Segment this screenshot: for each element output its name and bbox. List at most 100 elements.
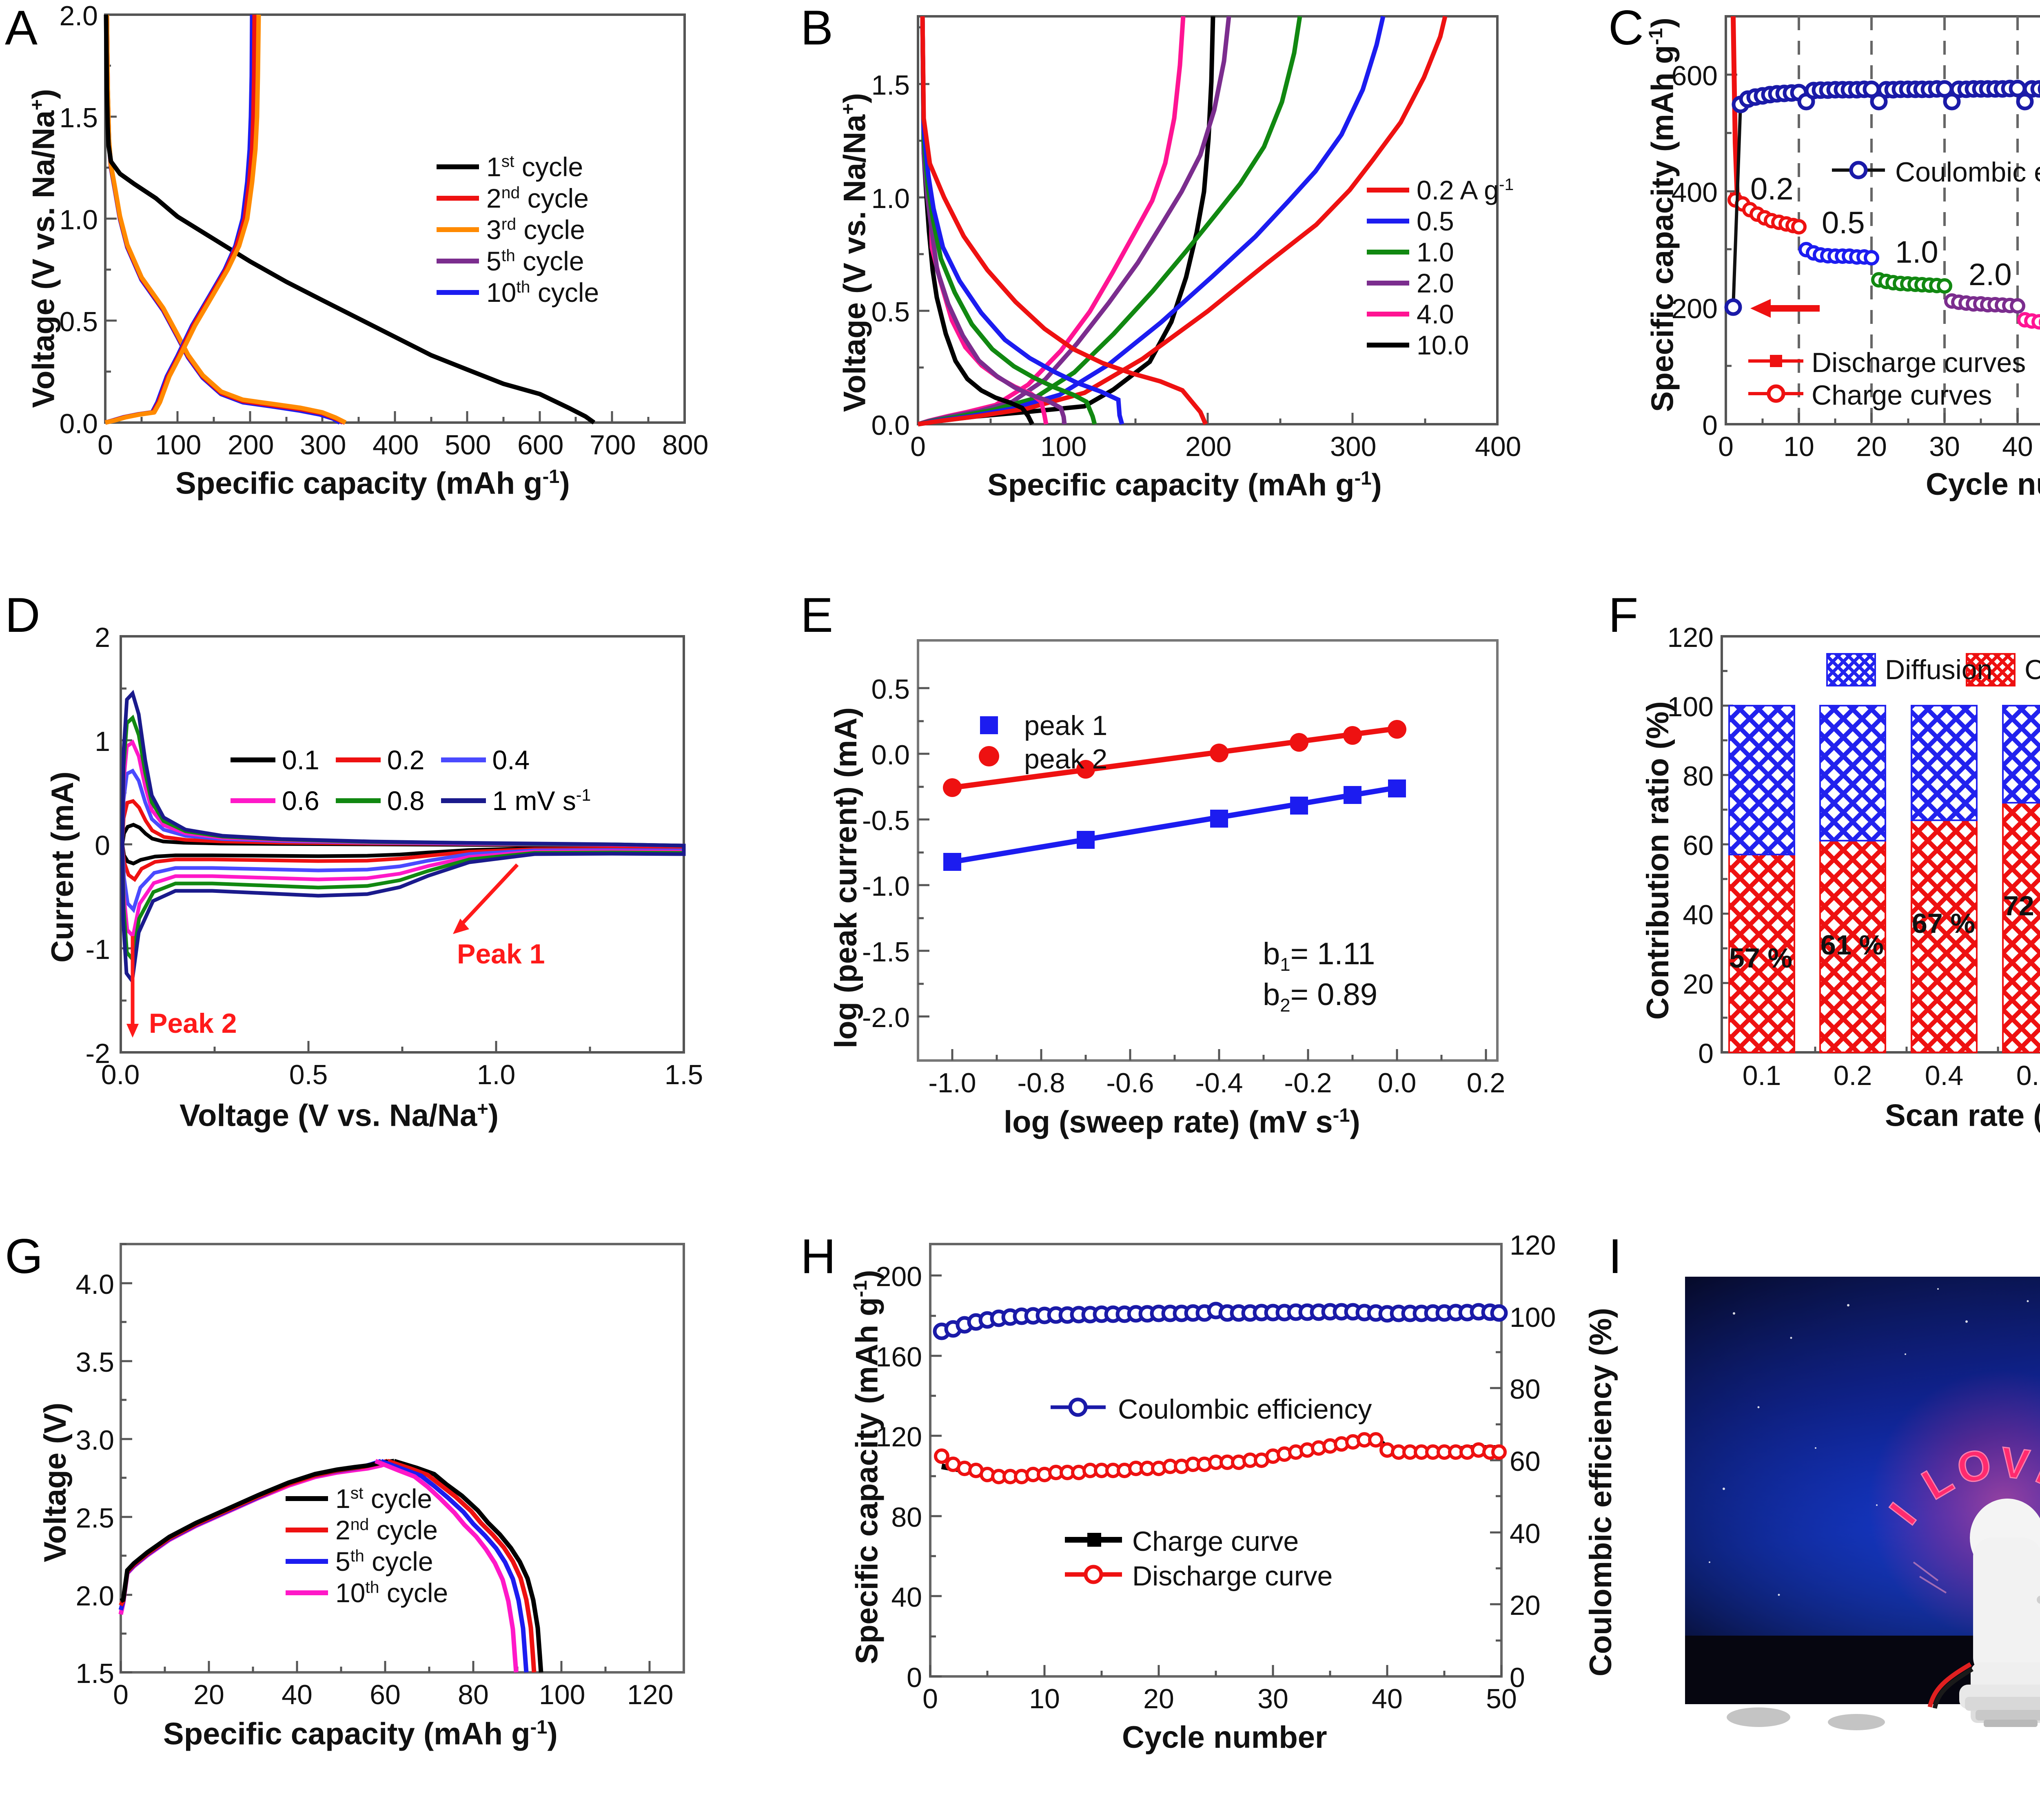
panel-g-xtick-2: 40 [282, 1679, 313, 1710]
panel-f-ytick-0: 0 [1698, 1038, 1714, 1069]
panel-a-xaxis-main: Specific capacity (mAh g [175, 466, 543, 501]
panel-e-xtick-0: -1.0 [928, 1067, 976, 1098]
legend-label-10th: 10th cycle [486, 277, 599, 308]
panel-e-ytick-1: -1.5 [862, 937, 910, 968]
panel-d-ytick-2: 0 [95, 830, 110, 861]
legend-label-5th: 5th cycle [486, 246, 584, 276]
panel-b-yaxis-end: ) [837, 93, 872, 104]
panel-d-ytick-1: -1 [85, 934, 110, 965]
legend-swatch-5th [437, 258, 479, 263]
panel-g-xaxis-main: Specific capacity (mAh g [163, 1716, 530, 1751]
panel-e: E [796, 587, 1595, 1183]
panel-e-yaxis-title: log (peak current) (mA) [829, 707, 863, 1048]
panel-c-xtick-1: 10 [1783, 431, 1814, 462]
panel-h-yaxis-left-main: Specific capacity (mAh g [849, 1297, 885, 1664]
panel-b-xtick-0: 0 [910, 431, 926, 462]
panel-b-xtick-3: 300 [1330, 431, 1377, 462]
panel-e-xtick-2: -0.6 [1106, 1067, 1154, 1098]
panel-h-ytick-left-3: 120 [876, 1421, 922, 1452]
panel-d-yaxis-title: Current (mA) [45, 771, 80, 963]
panel-f-legend-label-diffusion: Diffusion [1885, 654, 1993, 685]
panel-g-xtick-1: 20 [193, 1679, 224, 1710]
legend-label-d-1: 0.2 [387, 745, 425, 775]
legend-swatch-1st [437, 164, 479, 169]
panel-f-ytick-2: 40 [1683, 899, 1714, 930]
legend-item-3rd-cycle: 3rd cycle [437, 216, 599, 243]
panel-h-ytick-right-2: 40 [1510, 1518, 1541, 1549]
panel-a-label: A [5, 0, 38, 55]
panel-a-xtick-3: 300 [300, 430, 346, 461]
panel-c-xtick-3: 30 [1929, 431, 1960, 462]
panel-a-ytick-2: 1.0 [59, 204, 98, 235]
panel-c-xtick-0: 0 [1718, 431, 1734, 462]
panel-f-ytick-1: 20 [1683, 969, 1714, 1000]
panel-f-legend-label-capacitive: Capacitive [2024, 654, 2040, 685]
panel-i-photo-svg: I LOVE FDU [1685, 1277, 2040, 1734]
legend-label-rate-4: 4.0 [1417, 299, 1454, 329]
panel-e-ytick-3: -0.5 [862, 805, 910, 836]
panel-d-peak2-label: Peak 2 [149, 1008, 237, 1039]
panel-a-plot [104, 13, 686, 425]
panel-h-ytick-right-4: 80 [1510, 1374, 1541, 1405]
panel-h-legend-ce: Coulombic efficiency [1118, 1394, 1372, 1425]
panel-b-xtick-4: 400 [1475, 431, 1521, 462]
panel-e-xtick-1: -0.8 [1017, 1067, 1065, 1098]
panel-a-xaxis-sup: -1 [542, 465, 560, 487]
panel-f-yaxis-title: Contribution ratio (%) [1641, 701, 1675, 1020]
panel-b-ytick-0: 0.0 [871, 410, 910, 441]
panel-a-ytick-3: 1.5 [59, 102, 98, 133]
panel-h-legend-discharge: Discharge curve [1132, 1561, 1333, 1592]
legend-label-d-4: 0.8 [387, 786, 425, 816]
panel-g-xaxis-title: Specific capacity (mAh g-1) [163, 1716, 558, 1751]
panel-d-peak1-label: Peak 1 [457, 939, 545, 970]
panel-e-xaxis-end: ) [1350, 1105, 1360, 1140]
panel-e-xtick-4: -0.2 [1284, 1067, 1332, 1098]
panel-g-xtick-0: 0 [113, 1679, 129, 1710]
panel-h-yaxis-left-end: ) [849, 1270, 885, 1280]
legend-item-rate-3: 2.0 [1367, 270, 1514, 297]
legend-label-d-3: 0.6 [282, 786, 319, 816]
panel-i: I [1599, 1195, 2040, 1820]
panel-h-xtick-0: 0 [922, 1683, 938, 1714]
panel-d-plot [120, 635, 686, 1054]
legend-label-rate-0: 0.2 A g-1 [1417, 175, 1514, 205]
panel-g-yaxis-title: Voltage (V) [38, 1402, 73, 1562]
panel-a-xtick-7: 700 [590, 430, 636, 461]
panel-a-xtick-6: 600 [517, 430, 564, 461]
panel-h-ytick-left-4: 160 [876, 1342, 922, 1373]
legend-label-2nd: 2nd cycle [486, 183, 589, 213]
panel-c-ytick-left-3: 600 [1671, 60, 1718, 91]
panel-b-label: B [800, 0, 834, 55]
panel-d-legend: 0.1 0.2 0.4 0.6 0.8 1 mV s-1 [231, 744, 591, 816]
panel-c-yaxis-left-end: ) [1645, 18, 1680, 28]
panel-c-yaxis-left-sup: -1 [1645, 28, 1666, 45]
panel-f-bar-label-3: 72 % [2003, 890, 2040, 921]
legend-item-g-3: 10th cycle [286, 1579, 448, 1606]
panel-g-xtick-3: 60 [370, 1679, 401, 1710]
panel-c-ytick-left-1: 200 [1671, 293, 1718, 324]
panel-f-bar-label-0: 57 % [1729, 943, 1792, 974]
legend-item-2nd-cycle: 2nd cycle [437, 184, 599, 212]
panel-g-xaxis-sup: -1 [530, 1716, 548, 1738]
panel-d-xaxis-main: Voltage (V vs. Na/Na [180, 1098, 477, 1133]
panel-d: D [0, 587, 792, 1183]
panel-e-ytick-0: -2.0 [862, 1002, 910, 1033]
legend-swatch-d-1 [335, 757, 381, 762]
panel-e-peak1-points [943, 779, 1406, 871]
panel-g-xtick-6: 120 [627, 1679, 674, 1710]
legend-swatch-rate-0 [1367, 187, 1409, 193]
legend-label-d-2: 0.4 [492, 745, 530, 775]
panel-a: A [0, 0, 792, 571]
legend-item-10th-cycle: 10th cycle [437, 279, 599, 306]
panel-e-ytick-2: -1.0 [862, 871, 910, 902]
legend-swatch-rate-2 [1367, 250, 1409, 255]
panel-g-plot [118, 1243, 685, 1674]
panel-h-ytick-left-2: 80 [891, 1502, 922, 1533]
legend-swatch-rate-5 [1367, 343, 1409, 348]
panel-g-xaxis-end: ) [547, 1716, 558, 1751]
panel-g-ytick-4: 3.5 [75, 1347, 114, 1378]
panel-c-xtick-2: 20 [1856, 431, 1887, 462]
panel-e-fit-b1: b1= 1.11 [1263, 937, 1375, 975]
panel-h-ytick-right-0: 0 [1510, 1662, 1525, 1693]
